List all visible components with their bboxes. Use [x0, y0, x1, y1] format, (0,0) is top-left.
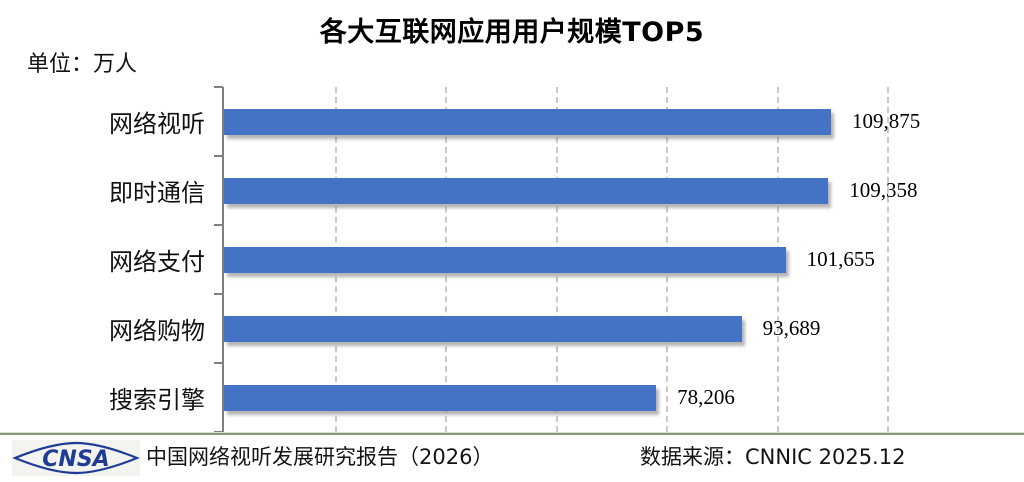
bar-网络购物	[224, 315, 742, 342]
bar-即时通信	[224, 177, 829, 204]
gridline	[887, 87, 889, 432]
bar-网络视听	[224, 108, 832, 135]
bar-搜索引擎	[224, 384, 657, 411]
category-label: 搜索引擎	[109, 386, 205, 414]
category-label: 网络购物	[109, 317, 205, 345]
category-axis: 网络视听即时通信网络支付网络购物搜索引擎	[0, 87, 205, 432]
axis-tick	[214, 155, 223, 157]
value-label: 101,655	[806, 247, 875, 271]
category-label: 网络支付	[109, 248, 205, 276]
value-label: 109,875	[852, 109, 921, 133]
cnsa-logo-text: CNSA	[42, 447, 109, 472]
value-label: 109,358	[849, 178, 918, 202]
value-label: 93,689	[762, 316, 821, 340]
footer-data-source: 数据来源：CNNIC 2025.12	[640, 445, 906, 469]
axis-tick	[214, 86, 223, 88]
category-label: 网络视听	[109, 110, 205, 138]
cnsa-logo: CNSA	[12, 440, 140, 476]
chart-title: 各大互联网应用用户规模TOP5	[319, 17, 705, 48]
category-label: 即时通信	[109, 179, 205, 207]
footer-divider	[0, 432, 1024, 435]
cnsa-logo-graphic: CNSA	[12, 441, 140, 475]
unit-label: 单位：万人	[27, 52, 138, 77]
footer-report-title: 中国网络视听发展研究报告（2026）	[146, 445, 494, 469]
plot-area: 109,875 109,358 101,655 93,689 78,206	[214, 86, 920, 433]
value-label: 78,206	[677, 385, 735, 409]
axis-tick	[214, 224, 223, 226]
bar-网络支付	[224, 246, 786, 273]
axis-tick	[214, 362, 223, 364]
footer: CNSA 中国网络视听发展研究报告（2026） 数据来源：CNNIC 2025.…	[0, 437, 1024, 482]
axis-tick	[214, 293, 223, 295]
bar-chart: 网络视听即时通信网络支付网络购物搜索引擎 109,875 109,358 101,6…	[0, 86, 1024, 433]
